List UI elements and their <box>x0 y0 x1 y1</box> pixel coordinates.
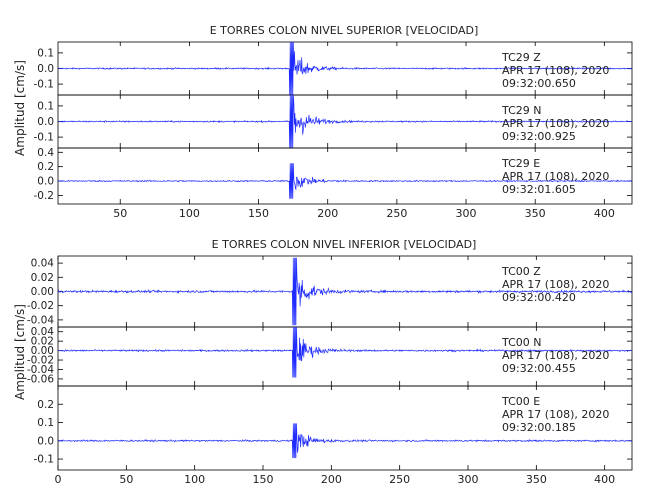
x-tick-label: 150 <box>253 473 274 486</box>
y-tick-label: -0.02 <box>27 355 54 367</box>
x-tick-label: 300 <box>456 207 477 220</box>
time-label: 09:32:00.650 <box>502 77 576 90</box>
station-channel-label: TC29 Z <box>501 51 541 64</box>
chart-title-upper: E TORRES COLON NIVEL SUPERIOR [VELOCIDAD… <box>210 24 479 37</box>
x-tick-label: 200 <box>321 473 342 486</box>
y-tick-label: 0.2 <box>37 161 54 173</box>
time-label: 09:32:00.420 <box>502 291 576 304</box>
x-tick-label: 300 <box>458 473 479 486</box>
panel-frame <box>57 147 633 205</box>
station-channel-label: TC29 N <box>501 104 541 117</box>
y-tick-label: -0.04 <box>27 314 54 326</box>
y-tick-label: -0.1 <box>34 454 55 466</box>
x-tick-label: 250 <box>389 473 410 486</box>
x-tick-label: 100 <box>184 473 205 486</box>
y-tick-label: 0.04 <box>31 326 55 338</box>
x-tick-label: 400 <box>594 473 615 486</box>
date-label: APR 17 (108), 2020 <box>502 117 609 130</box>
y-tick-label: 0.1 <box>37 100 54 112</box>
y-tick-label: 0.02 <box>31 272 54 284</box>
date-label: APR 17 (108), 2020 <box>502 170 609 183</box>
waveform-tc00-z <box>57 257 633 326</box>
y-tick-label: -0.1 <box>34 132 55 144</box>
waveform-tc29-z <box>57 41 633 96</box>
y-tick-label: -0.1 <box>34 79 55 91</box>
chart-title-lower: E TORRES COLON NIVEL INFERIOR [VELOCIDAD… <box>212 238 477 251</box>
time-label: 09:32:00.925 <box>502 130 576 143</box>
waveform-tc00-e <box>57 423 633 459</box>
x-tick-label: 0 <box>55 473 62 486</box>
y-tick-label: 0.00 <box>31 286 54 298</box>
y-tick-label: 0.0 <box>37 116 54 128</box>
x-tick-label: 350 <box>526 473 547 486</box>
waveform-tc29-e <box>57 163 633 199</box>
date-label: APR 17 (108), 2020 <box>502 408 609 421</box>
x-tick-label: 50 <box>113 207 127 220</box>
station-channel-label: TC00 Z <box>501 265 541 278</box>
ylabel-lower: Amplitud [cm/s] <box>13 304 27 400</box>
y-tick-label: 0.0 <box>37 176 54 188</box>
y-tick-label: -0.04 <box>27 364 54 376</box>
ylabel-upper: Amplitud [cm/s] <box>13 60 27 156</box>
panel-frame <box>57 385 633 471</box>
y-tick-label: 0.1 <box>37 417 54 429</box>
x-tick-label: 50 <box>119 473 133 486</box>
x-tick-label: 200 <box>317 207 338 220</box>
station-channel-label: TC00 N <box>501 336 541 349</box>
time-label: 09:32:00.185 <box>502 421 576 434</box>
y-tick-label: 0.04 <box>31 258 55 270</box>
y-tick-label: 0.4 <box>37 147 54 159</box>
y-tick-label: 0.1 <box>37 47 54 59</box>
time-label: 09:32:00.455 <box>502 362 576 375</box>
y-tick-label: -0.02 <box>27 300 54 312</box>
waveform-tc00-n <box>57 326 633 378</box>
y-tick-label: -0.06 <box>27 373 54 385</box>
x-tick-label: 100 <box>179 207 200 220</box>
x-tick-label: 350 <box>525 207 546 220</box>
y-tick-label: 0.2 <box>37 399 54 411</box>
x-tick-label: 400 <box>594 207 615 220</box>
y-tick-label: 0.0 <box>37 63 54 75</box>
y-tick-label: 0.00 <box>31 345 54 357</box>
date-label: APR 17 (108), 2020 <box>502 278 609 291</box>
x-tick-label: 250 <box>386 207 407 220</box>
station-channel-label: TC29 E <box>501 157 540 170</box>
y-tick-label: 0.0 <box>37 435 54 447</box>
x-tick-label: 150 <box>248 207 269 220</box>
waveform-tc29-n <box>58 94 633 149</box>
y-tick-label: 0.02 <box>31 336 54 348</box>
time-label: 09:32:01.605 <box>502 183 576 196</box>
date-label: APR 17 (108), 2020 <box>502 64 609 77</box>
y-tick-label: -0.2 <box>34 190 55 202</box>
station-channel-label: TC00 E <box>501 395 540 408</box>
date-label: APR 17 (108), 2020 <box>502 349 609 362</box>
